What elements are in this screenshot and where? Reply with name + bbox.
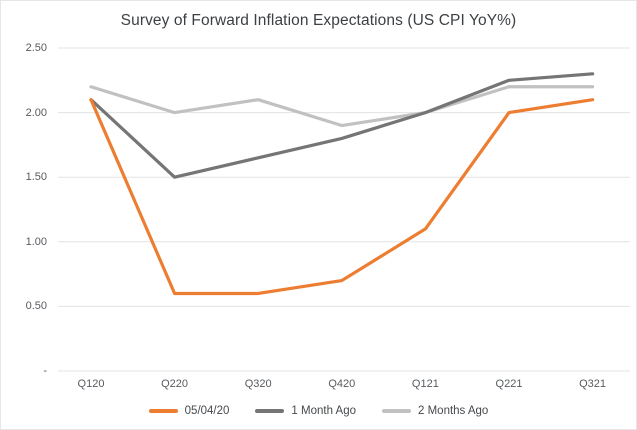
x-tick-label: Q120 xyxy=(77,378,105,390)
chart-title: Survey of Forward Inflation Expectations… xyxy=(120,12,517,29)
legend-item-2-months-ago: 2 Months Ago xyxy=(382,405,488,417)
series-line-2-months-ago xyxy=(89,85,595,128)
legend-label-2-months-ago: 2 Months Ago xyxy=(418,405,489,417)
y-tick-label: 0.50 xyxy=(25,300,47,313)
legend: 05/04/20 1 Month Ago 2 Months Ago xyxy=(1,405,636,417)
x-tick-label: Q321 xyxy=(579,378,607,390)
legend-label-1-month-ago: 1 Month Ago xyxy=(291,405,356,417)
legend-item-1-month-ago: 1 Month Ago xyxy=(255,405,356,417)
x-tick-label: Q220 xyxy=(161,378,189,390)
series-line-05-04-20 xyxy=(89,98,595,296)
y-tick-label: 1.50 xyxy=(25,171,47,184)
legend-item-current: 05/04/20 xyxy=(148,405,230,417)
y-tick-label: - xyxy=(43,365,47,377)
x-tick-label: Q121 xyxy=(411,378,439,390)
legend-swatch-current xyxy=(148,409,178,413)
y-tick-label: 2.50 xyxy=(25,42,47,54)
legend-swatch-1-month-ago xyxy=(255,409,285,413)
series-line-1-month-ago xyxy=(89,72,595,179)
legend-label-current: 05/04/20 xyxy=(184,405,230,417)
x-tick-label: Q420 xyxy=(328,378,356,390)
x-tick-label: Q320 xyxy=(244,378,272,390)
x-tick-label: Q221 xyxy=(495,378,523,390)
y-tick-label: 1.00 xyxy=(25,235,47,248)
legend-swatch-2-months-ago xyxy=(382,409,411,413)
y-tick-label: 2.00 xyxy=(25,106,47,119)
